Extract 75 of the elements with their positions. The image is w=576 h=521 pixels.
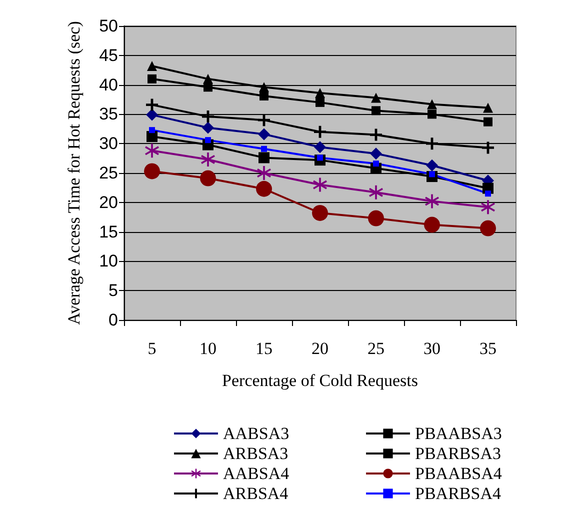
point bbox=[424, 216, 440, 233]
legend-label: PBARBSA3 bbox=[415, 444, 501, 463]
point bbox=[258, 152, 270, 164]
point bbox=[370, 128, 382, 141]
point bbox=[427, 99, 437, 110]
legend-label: ARBSA3 bbox=[223, 444, 288, 463]
y-tick-label: 20 bbox=[99, 192, 118, 212]
point bbox=[314, 141, 326, 154]
point bbox=[426, 159, 438, 172]
legend-label: PBARBSA4 bbox=[415, 484, 502, 503]
x-tick-label: 30 bbox=[424, 339, 440, 358]
point bbox=[373, 160, 379, 167]
point bbox=[201, 152, 215, 166]
x-tick-label: 25 bbox=[368, 339, 384, 358]
point bbox=[148, 74, 156, 84]
y-axis-title: Average Access Time for Hot Requests (sec) bbox=[64, 21, 84, 325]
point bbox=[204, 82, 212, 92]
point bbox=[259, 82, 269, 92]
y-tick-label: 5 bbox=[108, 281, 118, 300]
point bbox=[425, 194, 439, 208]
x-tick-label: 10 bbox=[200, 339, 216, 358]
y-tick-label: 15 bbox=[99, 222, 118, 242]
point bbox=[315, 88, 325, 98]
point bbox=[372, 106, 380, 116]
point bbox=[316, 98, 324, 107]
point bbox=[144, 163, 160, 180]
point bbox=[371, 92, 381, 103]
y-tick-label: 30 bbox=[99, 134, 118, 154]
point bbox=[202, 122, 214, 134]
legend-label: PBAABSA3 bbox=[415, 424, 502, 443]
x-tick-label: 35 bbox=[480, 339, 496, 358]
y-tick-label: 40 bbox=[99, 75, 118, 94]
point bbox=[426, 138, 438, 150]
y-tick-label: 35 bbox=[99, 104, 118, 124]
point bbox=[256, 180, 272, 197]
point bbox=[257, 166, 271, 180]
point bbox=[485, 190, 491, 197]
point bbox=[484, 117, 492, 126]
y-tick-label: 0 bbox=[108, 310, 118, 330]
point bbox=[369, 185, 383, 200]
point bbox=[368, 210, 384, 226]
point bbox=[146, 98, 158, 111]
y-tick-label: 50 bbox=[99, 16, 118, 36]
point bbox=[312, 204, 328, 221]
x-tick-label: 20 bbox=[312, 339, 328, 358]
point bbox=[483, 102, 493, 113]
legend-label: ARBSA4 bbox=[223, 484, 289, 503]
x-tick-label: 15 bbox=[256, 339, 272, 358]
y-tick-label: 45 bbox=[99, 46, 118, 65]
point bbox=[261, 146, 267, 152]
x-axis-title: Percentage of Cold Requests bbox=[222, 371, 418, 390]
point bbox=[370, 148, 382, 160]
point bbox=[205, 137, 211, 144]
point bbox=[482, 142, 494, 154]
point bbox=[200, 170, 216, 186]
point bbox=[147, 60, 157, 71]
legend-label: AABSA3 bbox=[223, 424, 290, 443]
point bbox=[481, 200, 495, 214]
point bbox=[146, 108, 158, 121]
point bbox=[145, 144, 159, 158]
y-tick-label: 10 bbox=[99, 252, 118, 271]
y-tick-label: 25 bbox=[99, 164, 118, 182]
legend-label: PBAABSA4 bbox=[415, 464, 502, 483]
point bbox=[313, 178, 327, 192]
point bbox=[260, 91, 268, 100]
point bbox=[428, 110, 436, 119]
legend-label: AABSA4 bbox=[223, 464, 290, 483]
point bbox=[202, 110, 214, 123]
point bbox=[314, 126, 326, 138]
point bbox=[258, 128, 270, 140]
point bbox=[480, 220, 496, 236]
point bbox=[258, 114, 270, 126]
x-tick-label: 5 bbox=[148, 339, 156, 358]
point bbox=[146, 131, 158, 142]
point bbox=[149, 127, 155, 134]
